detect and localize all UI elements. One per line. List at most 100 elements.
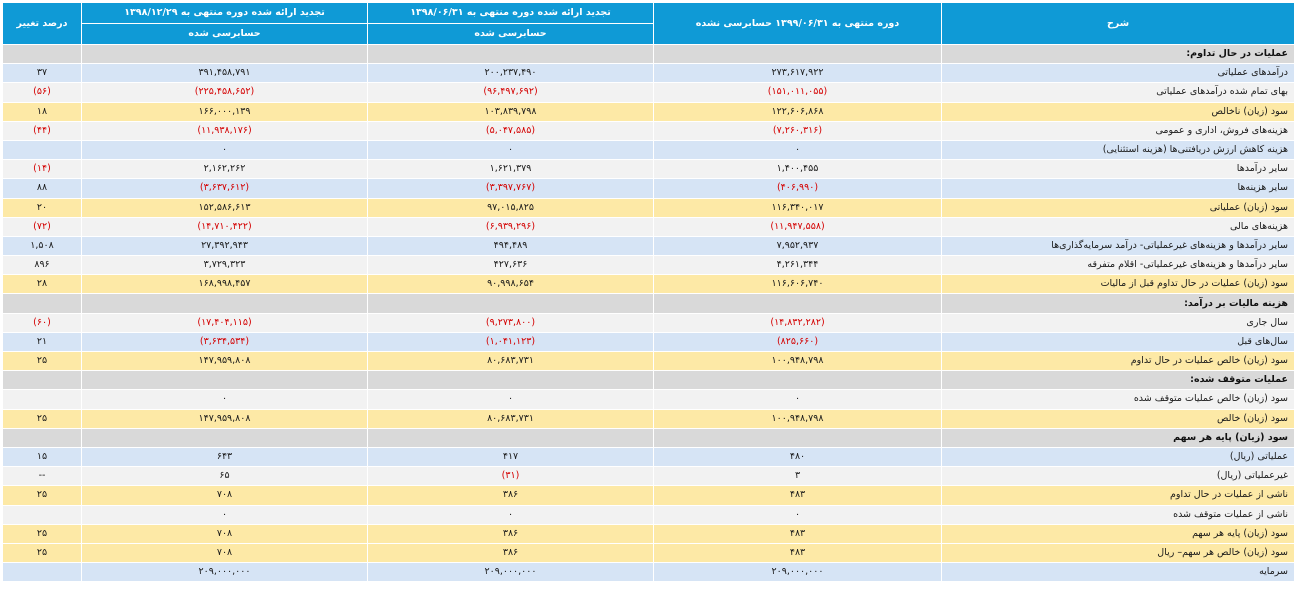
table-row: ناشی از عملیات متوقف شده ۰ ۰ ۰ [2,504,1295,525]
cell-period-1398-06: ۱۰۳,۸۳۹,۷۹۸ [367,101,654,122]
cell-period-1398-12 [81,43,368,65]
cell-period-1399: ۰ [653,504,942,525]
cell-period-1398-12: ۳,۷۲۹,۳۲۳ [81,255,368,276]
cell-period-1398-06: ۹۷,۰۱۵,۸۲۵ [367,197,654,218]
row-description: سال جاری [941,312,1295,333]
table-row: سود (زیان) خالص عملیات متوقف شده ۰ ۰ ۰ [2,389,1295,410]
table-row: سایر هزینه‌ها (۴۰۶,۹۹۰) (۳,۳۹۷,۷۶۷) (۳,۶۳۷,… [2,178,1295,199]
cell-period-1398-12 [81,293,368,314]
section-header-row: هزینه مالیات بر درآمد: [2,293,1295,314]
cell-period-1399: ۱۰۰,۹۴۸,۷۹۸ [653,350,942,372]
cell-period-1399: (۴۰۶,۹۹۰) [653,178,942,199]
cell-period-1399: (۱۵۱,۰۱۱,۰۵۵) [653,82,942,103]
section-header-row: عملیات متوقف شده: [2,370,1295,391]
cell-percent-change: (۴۴) [2,120,82,141]
table-row: هزینه کاهش ارزش دریافتنی‌ها (هزینه استثن… [2,139,1295,161]
cell-period-1399: (۱۱,۹۴۷,۵۵۸) [653,216,942,237]
cell-period-1398-06: ۸۰,۶۸۳,۷۳۱ [367,350,654,372]
cell-period-1398-06: (۶,۹۳۹,۲۹۶) [367,216,654,237]
header-period-1399: دوره منتهی به ۱۳۹۹/۰۶/۳۱ حسابرسی نشده [653,2,942,45]
cell-period-1398-06 [367,293,654,314]
table-row: سود (زیان) عملیاتی ۱۱۶,۳۴۰,۰۱۷ ۹۷,۰۱۵,۸۲۵ ۱… [2,197,1295,218]
header-description: شرح [941,2,1295,45]
row-description: سود (زیان) خالص عملیات متوقف شده [941,389,1295,410]
cell-period-1398-06: ۴۲۷,۶۳۶ [367,255,654,276]
row-description: سال‌های قبل [941,331,1295,353]
table-row: ناشی از عملیات در حال تداوم ۴۸۳ ۳۸۶ ۷۰۸ ۲۵ [2,485,1295,506]
table-row: سود (زیان) ناخالص ۱۲۲,۶۰۶,۸۶۸ ۱۰۳,۸۳۹,۷۹۸ ۱… [2,101,1295,122]
header-period-1398-12: تجدید ارائه شده دوره منتهی به ۱۳۹۸/۱۲/۲۹ [81,2,368,24]
row-description: بهای تمام شده درآمدهای عملیاتی [941,82,1295,103]
table-row: بهای تمام شده درآمدهای عملیاتی (۱۵۱,۰۱۱,۰… [2,82,1295,103]
cell-period-1399 [653,293,942,314]
cell-period-1398-12: (۱۴,۷۱۰,۴۲۲) [81,216,368,237]
cell-period-1399: ۱۲۲,۶۰۶,۸۶۸ [653,101,942,122]
cell-percent-change: (۱۴) [2,159,82,180]
table-row: سال‌های قبل (۸۲۵,۶۶۰) (۱,۰۴۱,۱۲۳) (۳,۶۳۴,۵۳… [2,331,1295,353]
row-description: سود (زیان) عملیاتی [941,197,1295,218]
table-row: سایر درآمدها و هزینه‌های غیرعملیاتی- درآ… [2,235,1295,257]
cell-period-1398-06: (۱,۰۴۱,۱۲۳) [367,331,654,353]
income-statement-table: شرح دوره منتهی به ۱۳۹۹/۰۶/۳۱ حسابرسی نشد… [2,2,1295,583]
cell-period-1399: (۱۴,۸۳۲,۲۸۲) [653,312,942,333]
row-description: عملیاتی (ریال) [941,446,1295,468]
cell-percent-change: ۳۷ [2,63,82,84]
cell-period-1399: ۱,۴۰۰,۴۵۵ [653,159,942,180]
cell-period-1398-12: ۶۵ [81,466,368,487]
cell-period-1398-06 [367,370,654,391]
table-row: سایر درآمدها و هزینه‌های غیرعملیاتی- اقل… [2,255,1295,276]
cell-period-1398-12: ۲,۱۶۲,۲۶۲ [81,159,368,180]
row-description: سود (زیان) پایه هر سهم [941,427,1295,448]
cell-period-1399: ۴۸۳ [653,523,942,544]
cell-period-1398-06 [367,427,654,448]
table-row: غیرعملیاتی (ریال) ۳ (۳۱) ۶۵ -- [2,466,1295,487]
cell-percent-change: ۲۸ [2,274,82,295]
cell-period-1398-12: ۰ [81,504,368,525]
cell-period-1398-12: ۰ [81,389,368,410]
cell-percent-change: ۱۸ [2,101,82,122]
table-row: هزینه‌های فروش، اداری و عمومی (۷,۲۶۰,۳۱۶)… [2,120,1295,141]
cell-percent-change [2,293,82,314]
table-row: سایر درآمدها ۱,۴۰۰,۴۵۵ ۱,۶۲۱,۳۷۹ ۲,۱۶۲,۲۶۲(… [2,159,1295,180]
table-row: درآمدهای عملیاتی ۲۷۳,۶۱۷,۹۲۲ ۲۰۰,۲۳۷,۴۹۰ ۳۹… [2,63,1295,84]
cell-period-1398-12: ۷۰۸ [81,542,368,564]
row-description: عملیات متوقف شده: [941,370,1295,391]
cell-period-1398-12: ۶۴۳ [81,446,368,468]
cell-percent-change: -- [2,466,82,487]
cell-period-1399: ۴۸۳ [653,542,942,564]
cell-percent-change: ۲۵ [2,542,82,564]
cell-period-1399: ۱۰۰,۹۴۸,۷۹۸ [653,408,942,429]
row-description: سایر درآمدها و هزینه‌های غیرعملیاتی- اقل… [941,255,1295,276]
cell-percent-change: ۱,۵۰۸ [2,235,82,257]
table-row: سود (زیان) خالص ۱۰۰,۹۴۸,۷۹۸ ۸۰,۶۸۳,۷۳۱ ۱۴۷,… [2,408,1295,429]
table-row: سرمایه ۲۰۹,۰۰۰,۰۰۰ ۲۰۹,۰۰۰,۰۰۰ ۲۰۹,۰۰۰,۰۰۰ [2,562,1295,583]
cell-percent-change [2,370,82,391]
cell-period-1399: ۱۱۶,۳۴۰,۰۱۷ [653,197,942,218]
header-period-1398-06: تجدید ارائه شده دوره منتهی به ۱۳۹۸/۰۶/۳۱ [367,2,654,24]
cell-percent-change: (۶۰) [2,312,82,333]
cell-period-1398-06: ۰ [367,139,654,161]
cell-period-1398-06: (۳۱) [367,466,654,487]
cell-period-1398-06: ۰ [367,389,654,410]
row-description: عملیات در حال تداوم: [941,43,1295,65]
cell-percent-change [2,43,82,65]
table-row: سال جاری (۱۴,۸۳۲,۲۸۲) (۹,۲۷۳,۸۰۰) (۱۷,۴۰۴,۱… [2,312,1295,333]
table-row: سود (زیان) عملیات در حال تداوم قبل از ما… [2,274,1295,295]
cell-period-1399: ۰ [653,139,942,161]
cell-period-1399: (۷,۲۶۰,۳۱۶) [653,120,942,141]
row-description: سایر درآمدها [941,159,1295,180]
cell-period-1398-12: (۲۲۵,۴۵۸,۶۵۲) [81,82,368,103]
row-description: درآمدهای عملیاتی [941,63,1295,84]
row-description: سود (زیان) خالص عملیات در حال تداوم [941,350,1295,372]
header-audited-1398-06: حسابرسی شده [367,23,654,45]
cell-percent-change: ۲۵ [2,408,82,429]
cell-percent-change: (۵۶) [2,82,82,103]
cell-percent-change: (۷۲) [2,216,82,237]
cell-percent-change [2,389,82,410]
row-description: ناشی از عملیات متوقف شده [941,504,1295,525]
header-row: شرح دوره منتهی به ۱۳۹۹/۰۶/۳۱ حسابرسی نشد… [2,2,1295,45]
cell-period-1398-12: (۳,۶۳۷,۶۱۲) [81,178,368,199]
cell-period-1399 [653,427,942,448]
cell-period-1398-12 [81,370,368,391]
cell-period-1398-06: ۱,۶۲۱,۳۷۹ [367,159,654,180]
